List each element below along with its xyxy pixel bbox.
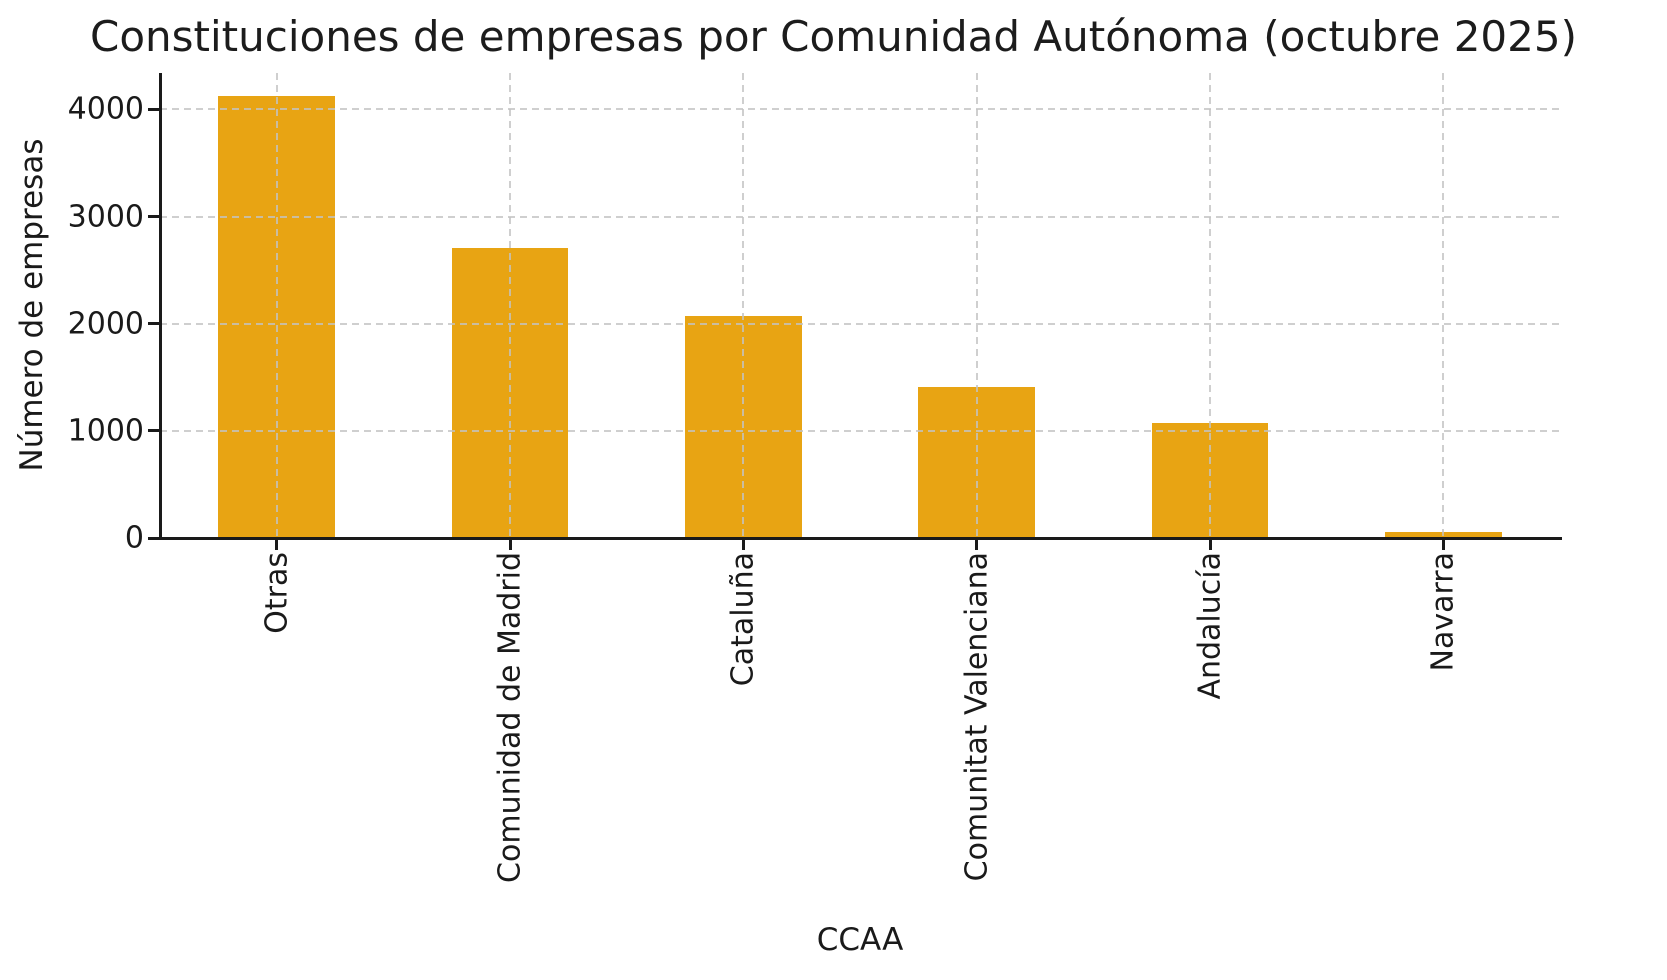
- gridline-vertical: [1442, 73, 1445, 538]
- x-tick-label: Cataluña: [725, 552, 761, 687]
- gridline-vertical: [975, 73, 978, 538]
- gridline-vertical: [742, 73, 745, 538]
- plot-area: 0 1000 2000 3000 4000 Otras Comunidad de Madri…: [68, 73, 1562, 883]
- chart-title: Constituciones de empresas por Comunidad…: [90, 12, 1577, 61]
- y-tick-mark: [148, 429, 159, 433]
- gridline-vertical: [1209, 73, 1211, 538]
- gridline-horizontal: [160, 108, 1560, 111]
- y-tick-label: 1000: [67, 413, 144, 449]
- y-tick-mark: [148, 107, 159, 111]
- gridline-horizontal: [160, 215, 1560, 218]
- gridline-horizontal: [160, 322, 1560, 325]
- x-tick-mark: [1208, 539, 1212, 550]
- x-axis-spine: [158, 536, 1562, 540]
- y-axis-spine: [158, 73, 162, 538]
- x-tick-label: Navarra: [1425, 552, 1461, 672]
- y-tick-mark: [148, 215, 159, 219]
- x-tick-mark: [975, 539, 979, 550]
- gridline-vertical: [275, 73, 278, 538]
- y-tick-label: 3000: [67, 199, 144, 235]
- y-tick-label: 0: [124, 520, 144, 556]
- y-tick-mark: [148, 536, 159, 540]
- gridline-horizontal: [160, 429, 1560, 432]
- y-tick-label: 4000: [67, 91, 144, 127]
- x-tick-label: Comunidad de Madrid: [492, 552, 528, 883]
- x-tick-mark: [508, 539, 512, 550]
- x-tick-label: Comunitat Valenciana: [959, 552, 995, 882]
- x-tick-mark: [1441, 539, 1445, 550]
- y-axis-label: Número de empresas: [14, 138, 50, 472]
- x-tick-label: Otras: [259, 552, 295, 634]
- gridline-vertical: [509, 73, 511, 538]
- y-tick-mark: [148, 322, 159, 326]
- x-axis-label: CCAA: [816, 922, 904, 958]
- x-tick-mark: [275, 539, 279, 550]
- y-tick-label: 2000: [67, 306, 144, 342]
- x-tick-label: Andalucía: [1192, 552, 1228, 700]
- x-tick-mark: [741, 539, 745, 550]
